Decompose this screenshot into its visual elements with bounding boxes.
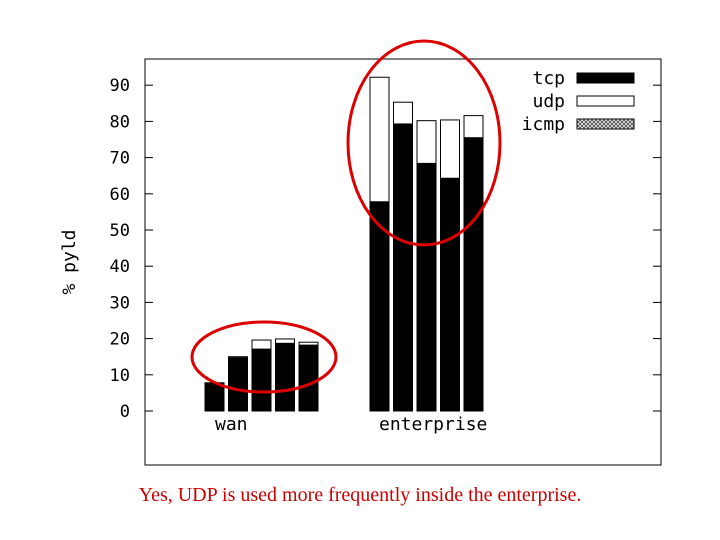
y-tick-label: 0 bbox=[120, 402, 130, 422]
bar-udp bbox=[298, 341, 319, 346]
y-tick-label: 10 bbox=[110, 366, 130, 386]
legend-swatch-udp bbox=[576, 95, 635, 107]
enterprise-highlight-ellipse bbox=[346, 39, 502, 247]
bar-tcp bbox=[463, 137, 484, 412]
legend-swatch-tcp bbox=[576, 72, 635, 84]
y-tick-label: 20 bbox=[110, 330, 130, 350]
bar-tcp bbox=[204, 382, 225, 412]
bar-udp bbox=[416, 120, 437, 164]
bar-tcp bbox=[298, 344, 319, 412]
bar-tcp bbox=[440, 177, 460, 412]
y-axis-label: % pyld bbox=[59, 229, 80, 294]
y-tick-label: 70 bbox=[110, 149, 130, 169]
y-tick-label: 40 bbox=[110, 257, 130, 277]
legend-label: tcp bbox=[532, 68, 565, 89]
bar-udp bbox=[440, 119, 460, 179]
legend-swatch-icmp bbox=[576, 118, 635, 130]
bar-tcp bbox=[416, 162, 437, 412]
bar-udp bbox=[275, 338, 295, 344]
group-label: wan bbox=[215, 414, 248, 435]
y-tick-label: 50 bbox=[110, 221, 130, 241]
legend-label: icmp bbox=[522, 114, 565, 135]
wan-highlight-ellipse bbox=[190, 320, 338, 394]
y-tick-label: 80 bbox=[110, 112, 130, 132]
y-tick-label: 30 bbox=[110, 293, 130, 313]
bar-udp bbox=[393, 101, 413, 125]
bar-udp bbox=[251, 339, 272, 350]
y-tick-label: 90 bbox=[110, 76, 130, 96]
bar-tcp bbox=[393, 123, 413, 412]
y-tick-label: 60 bbox=[110, 185, 130, 205]
caption: Yes, UDP is used more frequently inside … bbox=[138, 484, 582, 506]
bar-tcp bbox=[275, 342, 295, 412]
legend-label: udp bbox=[532, 91, 565, 112]
bar-udp bbox=[369, 76, 390, 203]
bar-udp bbox=[228, 356, 248, 359]
bar-udp bbox=[463, 115, 484, 139]
bar-tcp bbox=[251, 348, 272, 412]
group-label: enterprise bbox=[379, 414, 487, 435]
plot-frame bbox=[144, 58, 662, 466]
bar-tcp bbox=[228, 357, 248, 412]
